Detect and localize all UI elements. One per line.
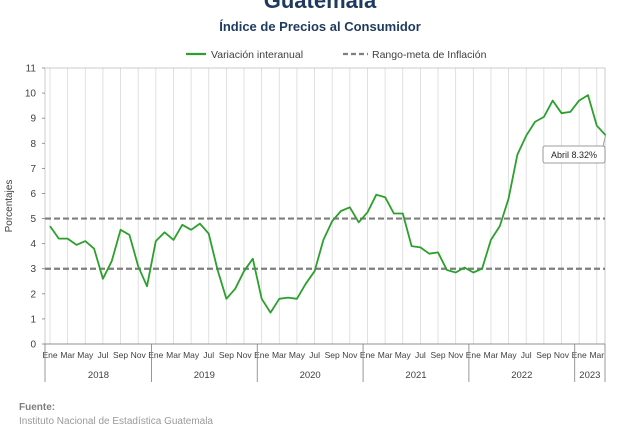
series-variacion-interanual (49, 94, 607, 314)
year-label: 2023 (579, 370, 600, 381)
x-tick-label: Sep (430, 350, 445, 360)
x-tick-label: Jul (203, 350, 214, 360)
x-tick-label: Sep (325, 350, 340, 360)
y-tick-label: 11 (26, 64, 37, 75)
y-axis-label: Porcentajes (4, 180, 15, 233)
annotation-label: Abril 8.32% (551, 150, 597, 160)
chart-title: Guatemala (263, 0, 377, 13)
x-tick-label: May (183, 350, 200, 360)
x-tick-label: Ene (254, 350, 269, 360)
year-label: 2019 (194, 370, 215, 381)
x-tick-label: Mar (166, 350, 181, 360)
x-tick-label: Ene (148, 350, 163, 360)
year-label: 2020 (300, 370, 321, 381)
y-tick-label: 5 (30, 214, 36, 225)
x-tick-label: Jul (521, 350, 532, 360)
x-tick-label: Nov (342, 350, 358, 360)
legend: Variación interanual Rango-meta de Inflac… (186, 49, 487, 61)
y-tick-label: 1 (30, 314, 36, 325)
year-label: 2018 (88, 370, 109, 381)
x-tick-label: Sep (536, 350, 551, 360)
x-tick-label: Ene (42, 350, 57, 360)
x-tick-label: Jul (415, 350, 426, 360)
x-tick-label: Jul (309, 350, 320, 360)
y-axis: 0 1 2 3 4 5 6 7 8 9 10 11 Porcentajes (4, 64, 45, 351)
y-tick-label: 3 (30, 264, 36, 275)
y-tick-label: 0 (30, 340, 36, 351)
x-tick-label: Nov (131, 350, 147, 360)
x-tick-label: Mar (272, 350, 287, 360)
year-label: 2022 (511, 370, 532, 381)
y-tick-label: 8 (30, 139, 36, 150)
y-tick-label: 10 (25, 89, 37, 100)
x-tick-label: Ene (360, 350, 375, 360)
x-tick-label: Sep (113, 350, 128, 360)
y-tick-label: 4 (30, 239, 36, 250)
x-tick-label: Mar (484, 350, 499, 360)
x-tick-label: Mar (589, 350, 604, 360)
x-tick-label: Nov (236, 350, 252, 360)
x-axis: Ene Mar May Jul Sep Nov Ene Mar May Jul Sep Nov Ene M… (42, 343, 606, 382)
x-tick-label: May (77, 350, 94, 360)
x-tick-label: Nov (448, 350, 464, 360)
source-label: Fuente: (19, 402, 56, 413)
x-tick-label: Sep (219, 350, 234, 360)
annotation: Abril 8.32% (542, 135, 606, 164)
grid (44, 67, 606, 345)
y-tick-label: 7 (30, 164, 36, 175)
x-tick-label: May (395, 350, 412, 360)
source-text: Instituto Nacional de Estadística Guatem… (19, 416, 213, 427)
annotation-box (542, 145, 606, 164)
series-line-variacion-interanual (49, 94, 607, 314)
legend-label-variacion: Variación interanual (211, 49, 303, 61)
x-tick-label: Ene (466, 350, 481, 360)
legend-label-rango: Rango-meta de Inflación (372, 49, 487, 61)
x-tick-label: May (289, 350, 306, 360)
x-tick-label: Jul (97, 350, 108, 360)
chart-subtitle: Índice de Precios al Consumidor (219, 19, 421, 34)
y-tick-label: 6 (30, 189, 36, 200)
x-tick-label: Nov (554, 350, 570, 360)
x-tick-label: Ene (572, 350, 587, 360)
x-tick-label: May (501, 350, 518, 360)
y-tick-label: 9 (30, 114, 36, 125)
plot-frame (44, 67, 606, 345)
x-tick-label: Mar (378, 350, 393, 360)
y-tick-label: 2 (30, 289, 36, 300)
year-label: 2021 (405, 370, 426, 381)
target-range-lines (45, 217, 605, 270)
x-tick-label: Mar (60, 350, 75, 360)
